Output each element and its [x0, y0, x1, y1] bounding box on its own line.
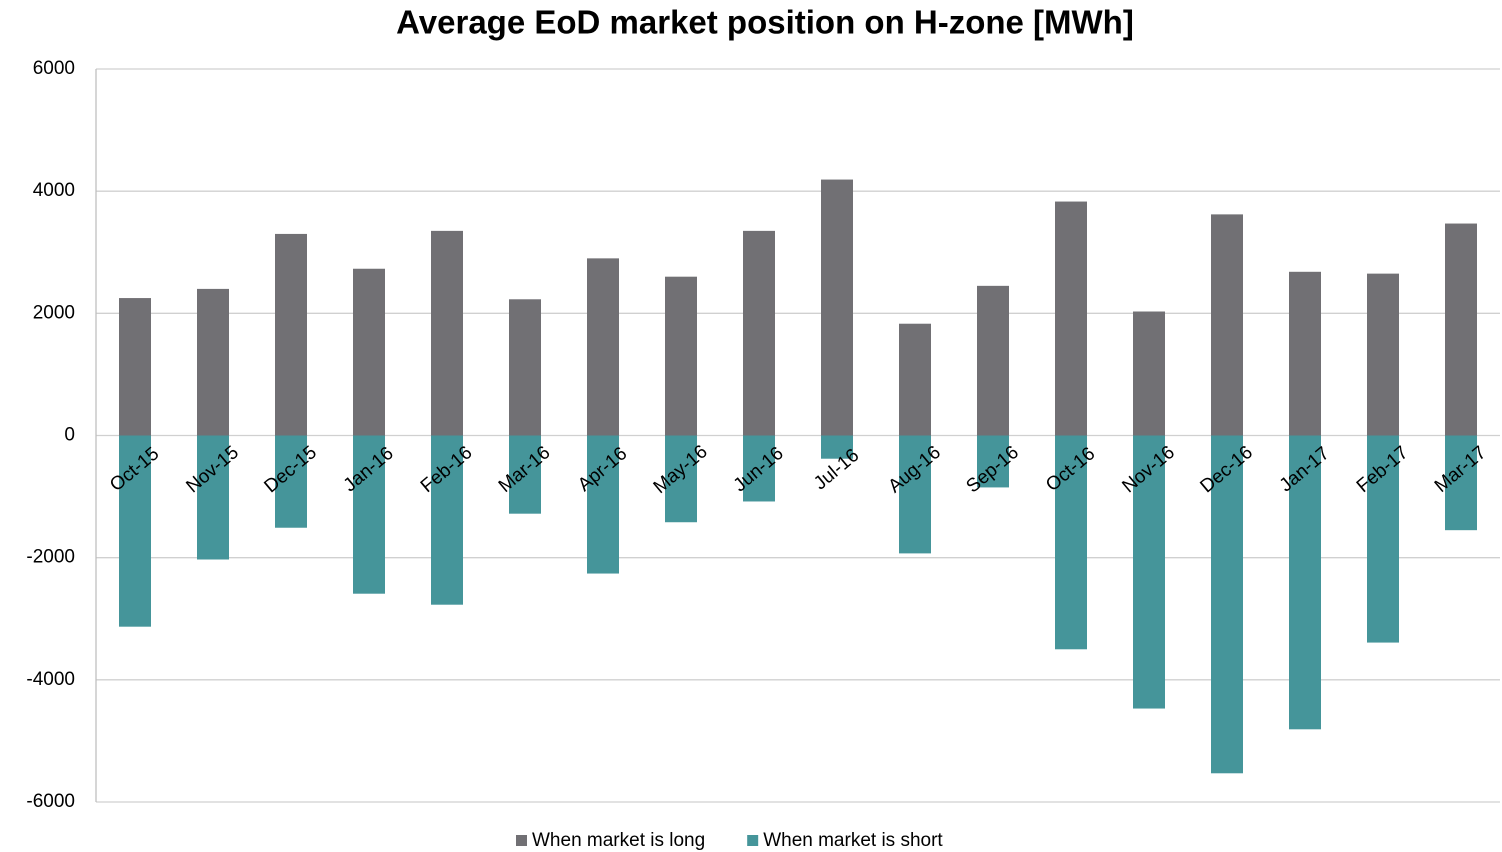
- y-tick-label: 0: [64, 425, 75, 446]
- legend-label: When market is long: [532, 830, 705, 851]
- bar: [353, 435, 385, 594]
- bar: [977, 435, 1009, 488]
- bar: [119, 298, 151, 436]
- bar: [197, 288, 229, 436]
- bar: [1289, 271, 1321, 436]
- bar: [1367, 273, 1399, 436]
- bar: [197, 435, 229, 560]
- bar: [743, 230, 775, 436]
- bar: [1133, 435, 1165, 709]
- bar: [821, 179, 853, 436]
- bar: [1055, 435, 1087, 650]
- bar: [509, 299, 541, 436]
- bar: [665, 435, 697, 523]
- bar: [1211, 214, 1243, 436]
- bar: [275, 435, 307, 528]
- bar: [1289, 435, 1321, 730]
- bar: [899, 323, 931, 436]
- bar: [1367, 435, 1399, 643]
- y-tick-label: 4000: [33, 180, 75, 201]
- bar: [665, 276, 697, 436]
- bar: [743, 435, 775, 502]
- bar: [431, 435, 463, 605]
- bar: [587, 435, 619, 574]
- bar: [431, 230, 463, 436]
- y-tick-label: -4000: [26, 669, 75, 690]
- bar: [821, 435, 853, 459]
- legend-label: When market is short: [763, 830, 943, 851]
- bar: [1445, 435, 1477, 531]
- bar: [1211, 435, 1243, 774]
- chart-title: Average EoD market position on H-zone [M…: [396, 4, 1134, 41]
- bar: [353, 268, 385, 436]
- y-tick-label: 2000: [33, 302, 75, 323]
- bar: [977, 285, 1009, 436]
- bar: [1133, 311, 1165, 436]
- bar: [1445, 223, 1477, 436]
- bar: [275, 233, 307, 436]
- bar: [1055, 201, 1087, 436]
- y-tick-label: 6000: [33, 58, 75, 79]
- y-tick-label: -2000: [26, 547, 75, 568]
- bar: [119, 435, 151, 627]
- legend-swatch: [747, 835, 759, 846]
- legend-swatch: [516, 835, 527, 846]
- bar: [587, 258, 619, 436]
- y-tick-label: -6000: [26, 791, 75, 812]
- bar: [899, 435, 931, 554]
- bar: [509, 435, 541, 514]
